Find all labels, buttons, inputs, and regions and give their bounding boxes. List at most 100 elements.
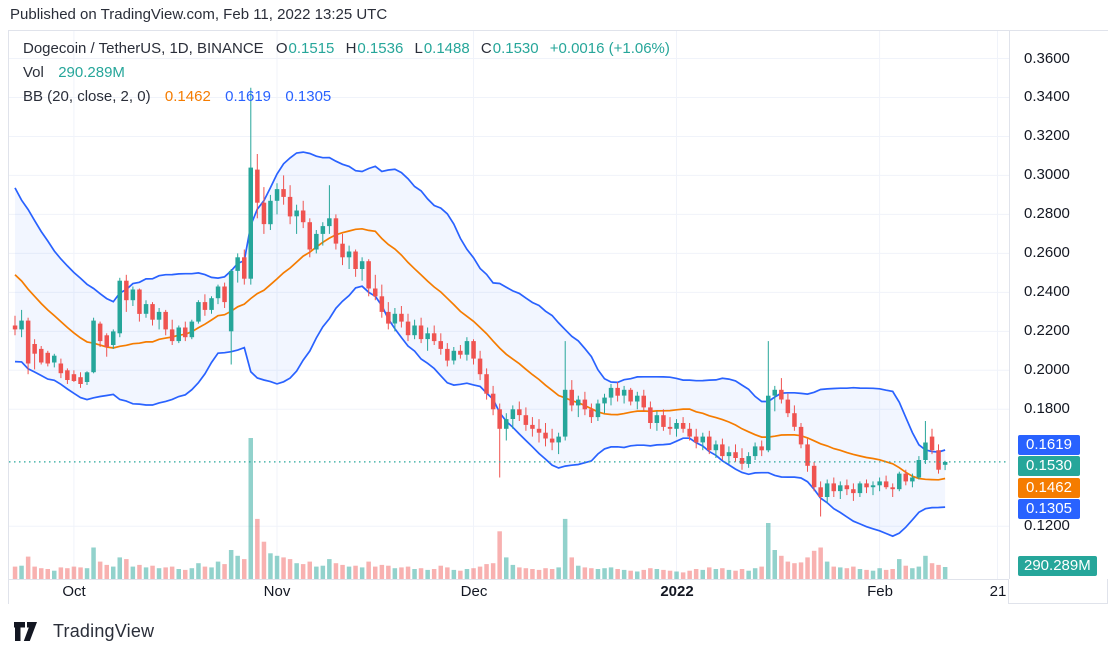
volume-bar xyxy=(418,568,424,579)
candle-body xyxy=(543,432,548,439)
candle-body xyxy=(818,487,823,497)
candle-body xyxy=(929,436,935,451)
candle-body xyxy=(713,444,719,451)
published-text: Published on TradingView.com, Feb 11, 20… xyxy=(10,6,388,23)
candle-body xyxy=(451,350,457,361)
volume-bar xyxy=(523,568,529,579)
y-axis-tick-label: 0.3600 xyxy=(1024,50,1070,67)
volume-bar xyxy=(84,568,90,579)
volume-bar xyxy=(215,561,221,579)
candle-body xyxy=(117,280,122,334)
candle-body xyxy=(589,409,594,418)
volume-bar xyxy=(228,550,234,579)
volume-bar xyxy=(811,550,817,579)
volume-bar xyxy=(281,557,286,579)
volume-bar xyxy=(143,567,149,579)
volume-bar xyxy=(379,564,385,579)
volume-bar xyxy=(346,566,352,579)
candle-body xyxy=(111,331,116,345)
candle-body xyxy=(654,415,660,423)
volume-bar xyxy=(641,569,646,579)
volume-bar xyxy=(137,564,142,579)
volume-bar xyxy=(910,568,915,579)
volume-bar xyxy=(124,559,129,579)
volume-bar xyxy=(353,565,358,579)
volume-bar xyxy=(844,568,850,579)
candle-body xyxy=(39,348,44,363)
candle-body xyxy=(661,415,666,427)
volume-bar xyxy=(431,569,437,579)
volume-bar xyxy=(648,568,653,579)
volume-bar xyxy=(510,564,516,579)
volume-bar xyxy=(255,518,260,579)
candle-body xyxy=(720,444,725,457)
candle-body xyxy=(294,210,299,217)
candle-body xyxy=(353,251,358,269)
volume-bar xyxy=(392,568,398,579)
volume-bar xyxy=(883,569,889,579)
volume-bar xyxy=(300,564,306,579)
candle-body xyxy=(798,426,804,445)
footer-brand[interactable]: TradingView xyxy=(14,616,154,646)
volume-bar xyxy=(130,566,136,579)
volume-bar xyxy=(111,566,116,579)
candle-body xyxy=(916,460,922,478)
candle-body xyxy=(458,350,463,355)
candle-body xyxy=(124,280,129,301)
y-axis-tick-label: 0.2600 xyxy=(1024,244,1070,261)
candle-body xyxy=(536,428,542,433)
candle-body xyxy=(608,387,614,398)
candle-body xyxy=(242,257,247,279)
volume-bar xyxy=(543,568,548,579)
volume-bar xyxy=(359,567,365,579)
volume-bar xyxy=(150,565,155,579)
volume-bar xyxy=(425,569,430,579)
candle-body xyxy=(635,395,640,402)
candle-body xyxy=(405,321,411,336)
chart-canvas[interactable] xyxy=(9,31,1009,579)
volume-bar xyxy=(19,565,24,579)
time-axis[interactable]: Oct Nov Dec 2022 Feb 21 xyxy=(9,579,1009,604)
candle-body xyxy=(811,465,817,488)
volume-bar xyxy=(268,553,273,579)
candle-body xyxy=(530,424,535,429)
volume-bar xyxy=(877,568,882,579)
volume-bar xyxy=(458,570,463,579)
candle-body xyxy=(340,243,345,258)
candle-body xyxy=(464,341,470,355)
price-chart-pane[interactable]: Dogecoin / TetherUS, 1D, BINANCE O0.1515… xyxy=(9,31,1009,579)
volume-bar xyxy=(824,561,830,579)
volume-bar xyxy=(831,566,836,579)
volume-bar xyxy=(163,567,168,579)
volume-bar xyxy=(52,570,57,579)
candle-body xyxy=(189,321,195,338)
candle-body xyxy=(84,372,90,382)
volume-bar xyxy=(222,564,227,579)
price-badge: 0.1619 xyxy=(1018,435,1080,455)
volume-bar xyxy=(752,568,758,579)
volume-bar xyxy=(589,568,594,579)
candle-body xyxy=(215,286,221,299)
volume-bar xyxy=(805,557,810,579)
candle-body xyxy=(471,341,476,359)
candle-body xyxy=(163,311,168,330)
candle-body xyxy=(903,473,908,482)
volume-bar xyxy=(497,531,502,579)
candle-body xyxy=(130,289,136,301)
candle-body xyxy=(300,210,306,223)
candle-body xyxy=(910,477,915,482)
candle-body xyxy=(176,327,181,342)
volume-bar xyxy=(608,567,614,579)
candle-body xyxy=(222,286,227,303)
candle-body xyxy=(235,257,240,271)
volume-bar xyxy=(582,567,588,579)
volume-bar xyxy=(451,569,457,579)
candle-body xyxy=(169,329,175,342)
volume-bar xyxy=(615,569,620,579)
price-scale-axis[interactable]: 0.3600 0.3400 0.3200 0.3000 0.2800 0.2600 0.24… xyxy=(1009,31,1109,579)
volume-bar xyxy=(674,571,679,579)
tradingview-logo-text: TradingView xyxy=(53,620,155,641)
volume-bar xyxy=(32,566,37,579)
volume-bar xyxy=(569,557,574,579)
volume-bar xyxy=(595,569,601,579)
